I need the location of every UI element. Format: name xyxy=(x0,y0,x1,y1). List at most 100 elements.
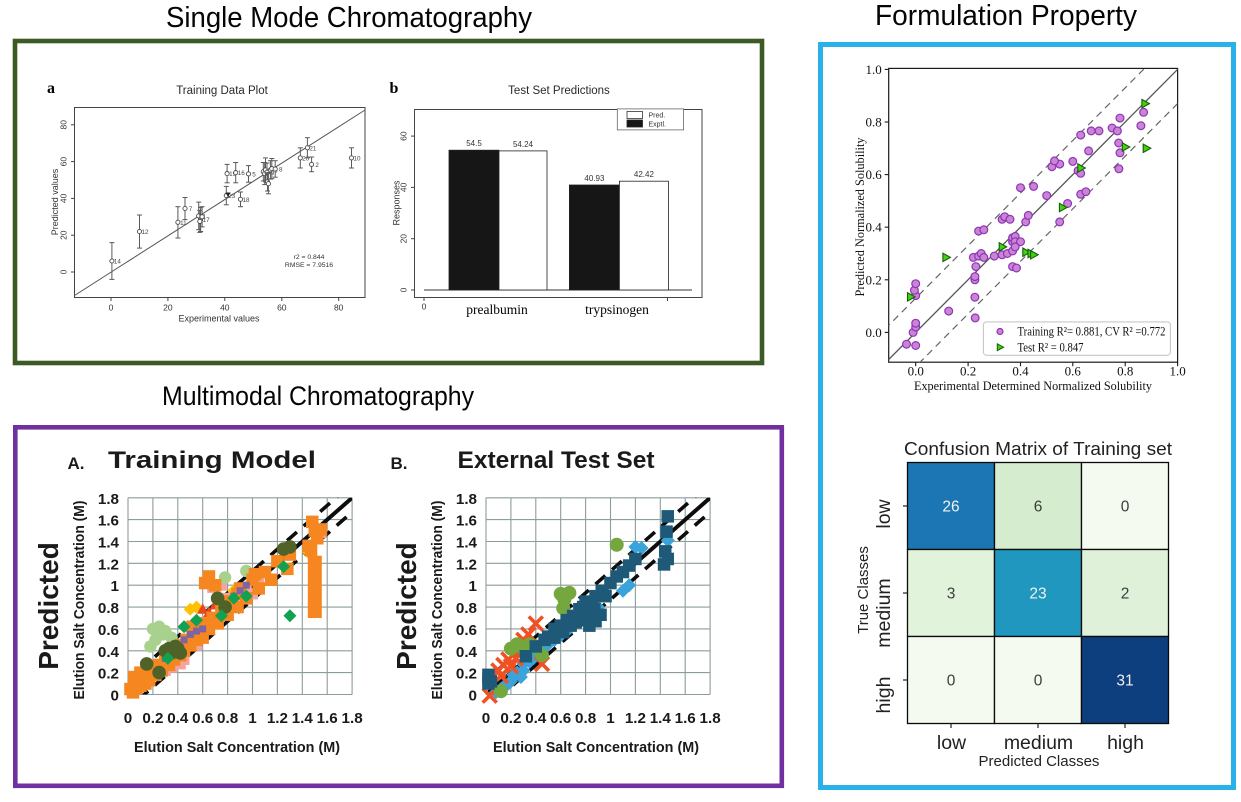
svg-text:1.8: 1.8 xyxy=(700,710,721,727)
svg-text:Responses: Responses xyxy=(392,180,402,226)
svg-text:Formulation Property: Formulation Property xyxy=(875,0,1138,32)
svg-text:1.4: 1.4 xyxy=(650,710,672,727)
svg-text:1.6: 1.6 xyxy=(456,513,477,530)
svg-text:2: 2 xyxy=(315,162,319,169)
svg-text:1.2: 1.2 xyxy=(625,710,646,727)
svg-text:18: 18 xyxy=(242,197,250,204)
svg-text:Elution Salt Concentration (M): Elution Salt Concentration (M) xyxy=(134,739,340,756)
svg-text:Single Mode Chromatography: Single Mode Chromatography xyxy=(166,2,533,34)
svg-text:trypsinogen: trypsinogen xyxy=(585,302,649,317)
svg-text:11: 11 xyxy=(180,220,187,227)
svg-text:0: 0 xyxy=(109,303,114,313)
svg-text:1.4: 1.4 xyxy=(456,535,478,552)
svg-text:3: 3 xyxy=(947,586,956,603)
svg-text:14: 14 xyxy=(114,259,122,266)
svg-text:Predicted: Predicted xyxy=(391,542,422,670)
svg-text:0.0: 0.0 xyxy=(865,325,881,340)
svg-text:RMSE = 7.9516: RMSE = 7.9516 xyxy=(285,262,333,269)
svg-text:0.6: 0.6 xyxy=(98,622,119,639)
svg-text:low: low xyxy=(873,498,895,528)
svg-text:20: 20 xyxy=(59,230,69,240)
svg-text:1.6: 1.6 xyxy=(317,710,338,727)
svg-text:0.8: 0.8 xyxy=(1117,364,1133,379)
svg-text:54.5: 54.5 xyxy=(466,139,482,148)
svg-text:Predicted Normalized Solubilit: Predicted Normalized Solubility xyxy=(852,137,867,296)
svg-text:0: 0 xyxy=(1121,499,1130,516)
svg-text:b: b xyxy=(390,80,399,97)
svg-text:0: 0 xyxy=(482,710,490,727)
svg-text:23: 23 xyxy=(228,193,236,200)
svg-text:0.2: 0.2 xyxy=(500,710,521,727)
svg-text:0.2: 0.2 xyxy=(960,364,976,379)
svg-text:high: high xyxy=(873,677,895,714)
svg-text:60: 60 xyxy=(277,303,287,313)
svg-text:0: 0 xyxy=(399,287,409,292)
svg-text:1.2: 1.2 xyxy=(456,556,477,573)
svg-text:Experimental Determined Normal: Experimental Determined Normalized Solub… xyxy=(914,378,1152,393)
svg-text:Test Set Predictions: Test Set Predictions xyxy=(508,85,610,97)
svg-text:0: 0 xyxy=(1034,673,1043,690)
svg-text:0.8: 0.8 xyxy=(865,115,881,130)
svg-text:True Classes: True Classes xyxy=(855,546,872,634)
svg-text:0.0: 0.0 xyxy=(908,364,924,379)
svg-text:Elution Salt Concentration (M): Elution Salt Concentration (M) xyxy=(430,500,446,699)
svg-text:Predicted: Predicted xyxy=(33,542,64,670)
svg-text:60: 60 xyxy=(59,157,69,167)
svg-text:0.8: 0.8 xyxy=(456,600,477,617)
svg-text:0.6: 0.6 xyxy=(550,710,571,727)
svg-text:20: 20 xyxy=(302,155,310,162)
svg-text:20: 20 xyxy=(163,303,173,313)
svg-text:External Test Set: External Test Set xyxy=(458,447,655,474)
svg-text:0.2: 0.2 xyxy=(98,666,119,683)
svg-text:1.6: 1.6 xyxy=(675,710,696,727)
svg-text:1.8: 1.8 xyxy=(98,491,119,508)
svg-text:1.6: 1.6 xyxy=(98,513,119,530)
svg-text:Multimodal Chromatography: Multimodal Chromatography xyxy=(162,381,474,411)
svg-text:low: low xyxy=(937,732,967,754)
svg-text:1.2: 1.2 xyxy=(267,710,288,727)
svg-text:1.0: 1.0 xyxy=(865,62,881,77)
svg-text:40.93: 40.93 xyxy=(584,174,605,183)
svg-text:1: 1 xyxy=(111,578,120,595)
svg-text:0.2: 0.2 xyxy=(456,666,477,683)
svg-text:1.8: 1.8 xyxy=(456,491,477,508)
svg-text:16: 16 xyxy=(238,170,246,177)
svg-text:54.24: 54.24 xyxy=(513,140,534,149)
svg-text:1.0: 1.0 xyxy=(1169,364,1185,379)
svg-text:Test R² = 0.847: Test R² = 0.847 xyxy=(1018,341,1084,355)
svg-text:42.42: 42.42 xyxy=(634,170,655,179)
svg-text:80: 80 xyxy=(334,303,344,313)
svg-text:Predicted Classes: Predicted Classes xyxy=(979,753,1100,770)
svg-text:0.4: 0.4 xyxy=(865,220,882,235)
svg-text:0: 0 xyxy=(124,710,132,727)
svg-text:0.2: 0.2 xyxy=(865,272,881,287)
svg-text:9: 9 xyxy=(271,170,275,177)
svg-text:21: 21 xyxy=(309,145,317,152)
svg-text:1.2: 1.2 xyxy=(98,556,119,573)
svg-text:6: 6 xyxy=(1034,499,1043,516)
svg-text:40: 40 xyxy=(399,182,409,192)
svg-text:Training Data Plot: Training Data Plot xyxy=(176,85,268,97)
svg-text:10: 10 xyxy=(353,155,361,162)
svg-text:Training R²= 0.881, CV R² =0.7: Training R²= 0.881, CV R² =0.772 xyxy=(1018,325,1166,339)
svg-text:0.6: 0.6 xyxy=(456,622,477,639)
svg-text:0.8: 0.8 xyxy=(575,710,596,727)
svg-text:0.6: 0.6 xyxy=(865,167,882,182)
svg-text:1.8: 1.8 xyxy=(342,710,363,727)
svg-text:B.: B. xyxy=(391,454,408,473)
svg-text:Confusion Matrix of Training s: Confusion Matrix of Training set xyxy=(904,438,1172,459)
svg-text:31: 31 xyxy=(1116,673,1133,690)
svg-text:80: 80 xyxy=(59,120,69,130)
svg-text:1: 1 xyxy=(606,710,615,727)
svg-text:1: 1 xyxy=(469,578,478,595)
svg-text:26: 26 xyxy=(942,499,959,516)
svg-text:a: a xyxy=(47,80,55,97)
svg-text:medium: medium xyxy=(873,578,895,647)
svg-text:23: 23 xyxy=(1029,586,1046,603)
svg-text:60: 60 xyxy=(399,131,409,141)
svg-text:0: 0 xyxy=(111,688,119,705)
svg-text:prealbumin: prealbumin xyxy=(466,302,528,317)
svg-text:0.6: 0.6 xyxy=(1065,364,1082,379)
svg-text:0: 0 xyxy=(422,302,427,312)
svg-text:0.4: 0.4 xyxy=(1012,364,1029,379)
